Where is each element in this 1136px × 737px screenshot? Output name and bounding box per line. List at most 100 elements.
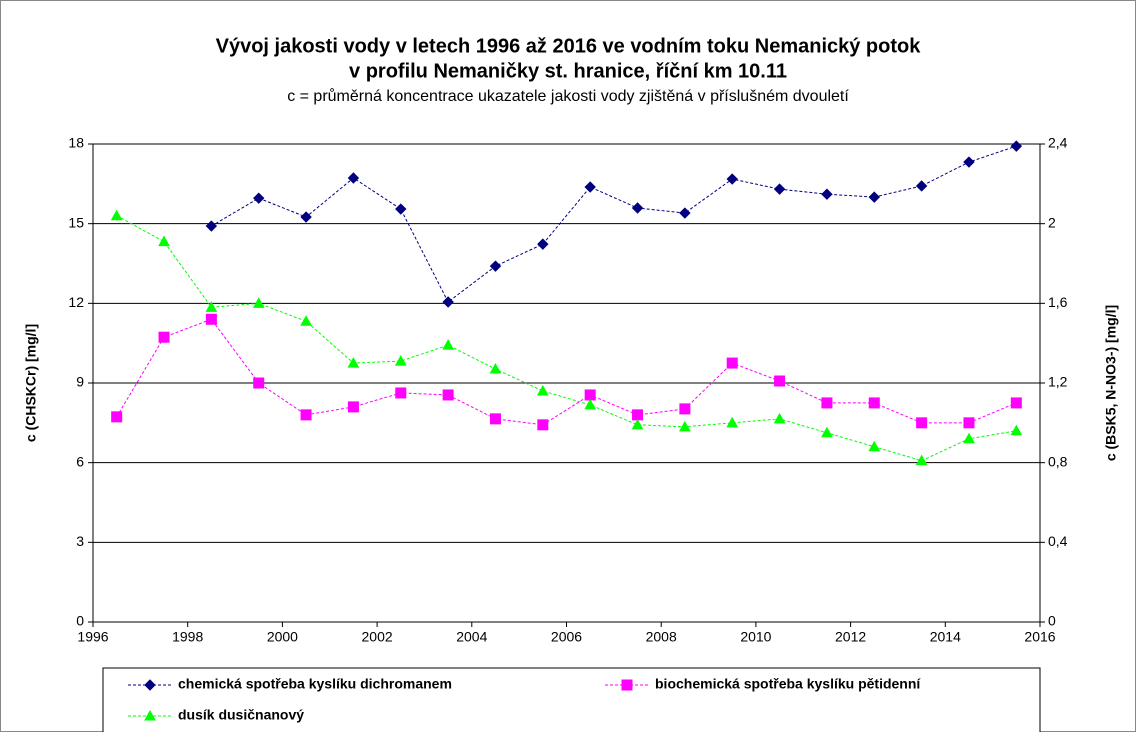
x-tick-label: 1998	[172, 629, 203, 645]
point	[1010, 424, 1023, 436]
point	[774, 375, 786, 387]
y2-tick-label: 1,2	[1048, 374, 1068, 390]
point	[632, 409, 644, 421]
point	[205, 220, 218, 232]
point	[963, 417, 975, 429]
series-line	[116, 318, 1017, 426]
legend-label: chemická spotřeba kyslíku dichromanem	[178, 676, 452, 692]
point	[773, 412, 786, 424]
point	[253, 192, 265, 204]
y-tick-label: 15	[68, 214, 84, 230]
chart-title: Vývoj jakosti vody v letech 1996 až 2016…	[216, 35, 922, 57]
point	[679, 403, 691, 415]
point	[868, 440, 881, 452]
point	[621, 679, 633, 691]
y-tick-label: 9	[76, 374, 84, 390]
series-line	[116, 215, 1017, 462]
point	[726, 357, 738, 369]
x-tick-label: 2004	[456, 629, 487, 645]
point	[442, 339, 454, 350]
point	[144, 709, 156, 721]
point	[110, 209, 123, 221]
x-tick-label: 2016	[1024, 629, 1055, 645]
x-tick-label: 2002	[362, 629, 393, 645]
x-tick-label: 1996	[77, 629, 108, 645]
x-tick-label: 2006	[551, 629, 582, 645]
y-tick-label: 6	[76, 453, 84, 469]
point	[868, 397, 880, 409]
y2-tick-label: 0	[1048, 613, 1056, 629]
y-tick-label: 3	[76, 533, 84, 549]
plot-area	[92, 143, 1041, 623]
point	[963, 432, 975, 444]
point	[631, 202, 644, 214]
point	[158, 331, 170, 343]
point	[679, 207, 691, 219]
legend-label: dusík dusičnanový	[178, 707, 304, 723]
point	[584, 398, 597, 410]
point	[821, 397, 833, 409]
point	[205, 313, 217, 325]
point	[489, 363, 502, 374]
point	[821, 426, 833, 438]
point	[489, 413, 501, 425]
point	[536, 384, 549, 396]
point	[300, 409, 312, 421]
legend-label: biochemická spotřeba kyslíku pětidenní	[655, 676, 921, 692]
point	[537, 238, 549, 250]
point	[394, 355, 407, 366]
point	[537, 419, 549, 431]
point	[915, 454, 928, 466]
point	[631, 418, 644, 430]
point	[253, 377, 265, 389]
y2-tick-label: 2	[1048, 214, 1056, 230]
point	[584, 181, 596, 193]
point	[916, 417, 928, 429]
point	[395, 203, 407, 215]
chart-subtitle: c = průměrná koncentrace ukazatele jakos…	[287, 87, 849, 105]
point	[252, 297, 265, 308]
point	[963, 156, 975, 168]
y2-axis-label: c (BSK5, N-NO3-) [mg/l]	[1103, 305, 1119, 461]
y-axis-label: c (CHSKCr) [mg/l]	[23, 324, 39, 442]
point	[1010, 397, 1022, 409]
y-tick-label: 0	[76, 613, 84, 629]
point	[300, 315, 312, 326]
point	[1010, 140, 1023, 152]
point	[395, 387, 407, 399]
point	[300, 211, 312, 223]
point	[868, 191, 880, 203]
point	[679, 420, 691, 432]
x-tick-label: 2000	[267, 629, 298, 645]
x-tick-label: 2008	[646, 629, 677, 645]
point	[205, 301, 218, 312]
point	[584, 389, 596, 401]
y-tick-label: 12	[68, 294, 84, 310]
point	[347, 357, 360, 368]
point	[111, 411, 123, 423]
legend-box	[102, 667, 1041, 737]
y2-tick-label: 0,8	[1048, 453, 1068, 469]
point	[144, 679, 156, 691]
point	[158, 235, 170, 247]
point	[915, 180, 928, 192]
y2-tick-label: 1,6	[1048, 294, 1068, 310]
point	[442, 389, 454, 401]
series-line	[211, 145, 1017, 303]
point	[726, 173, 738, 185]
x-tick-label: 2014	[930, 629, 961, 645]
point	[726, 416, 739, 428]
chart-title: v profilu Nemaničky st. hranice, říční k…	[349, 60, 787, 82]
point	[773, 183, 786, 195]
y2-tick-label: 2,4	[1048, 135, 1068, 151]
y2-tick-label: 0,4	[1048, 533, 1068, 549]
point	[821, 188, 833, 200]
x-tick-label: 2012	[835, 629, 866, 645]
x-tick-label: 2010	[740, 629, 771, 645]
point	[347, 401, 359, 413]
point	[442, 296, 454, 308]
y-tick-label: 18	[68, 135, 84, 151]
point	[347, 172, 360, 184]
